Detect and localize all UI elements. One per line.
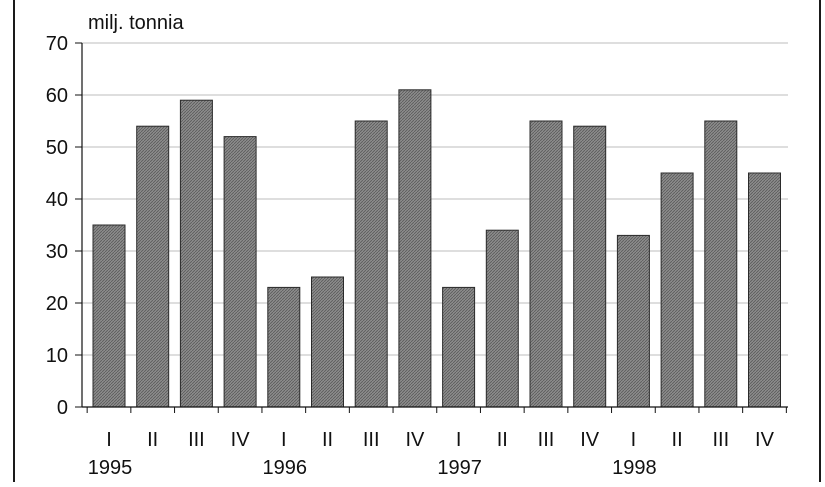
x-tick-label: II (672, 429, 683, 451)
x-tick-label: IV (755, 429, 775, 451)
x-group-label: 1996 (263, 457, 308, 479)
frame-right-edge (819, 0, 821, 482)
y-tick-label: 10 (46, 345, 68, 367)
x-tick-label: III (712, 429, 729, 451)
y-tick-label: 40 (46, 189, 68, 211)
x-tick-label: I (106, 429, 112, 451)
x-tick-label: IV (405, 429, 425, 451)
y-tick-label: 30 (46, 241, 68, 263)
bar (573, 125, 607, 408)
x-tick-label: II (147, 429, 158, 451)
x-tick-label: II (322, 429, 333, 451)
x-tick-label: IV (231, 429, 251, 451)
x-tick-label: IV (580, 429, 600, 451)
bar (442, 286, 476, 408)
bar (529, 120, 563, 408)
bar (704, 120, 738, 408)
bar (354, 120, 388, 408)
bar (223, 136, 257, 408)
x-tick-label: II (497, 429, 508, 451)
x-tick-label: III (363, 429, 380, 451)
y-tick-label: 50 (46, 137, 68, 159)
bar (179, 99, 213, 408)
bar (616, 234, 650, 408)
bar (267, 286, 301, 408)
y-tick-label: 60 (46, 85, 68, 107)
x-tick-label: III (538, 429, 555, 451)
bar (311, 276, 344, 408)
y-tick-label: 70 (46, 33, 68, 55)
x-tick-label: I (456, 429, 462, 451)
x-group-label: 1995 (88, 457, 133, 479)
y-tick-label: 20 (46, 293, 68, 315)
bar (398, 89, 432, 408)
x-tick-label: I (631, 429, 637, 451)
frame-left-edge (13, 0, 15, 482)
y-tick-label: 0 (57, 397, 68, 419)
y-axis-label: milj. tonnia (88, 12, 184, 34)
bar (92, 224, 126, 408)
x-tick-label: III (188, 429, 205, 451)
bars (92, 89, 781, 408)
x-group-label: 1998 (612, 457, 657, 479)
bar (748, 172, 781, 408)
bar (660, 172, 694, 408)
bar (485, 229, 519, 408)
x-tick-label: I (281, 429, 287, 451)
bar (136, 125, 170, 408)
x-group-label: 1997 (437, 457, 482, 479)
